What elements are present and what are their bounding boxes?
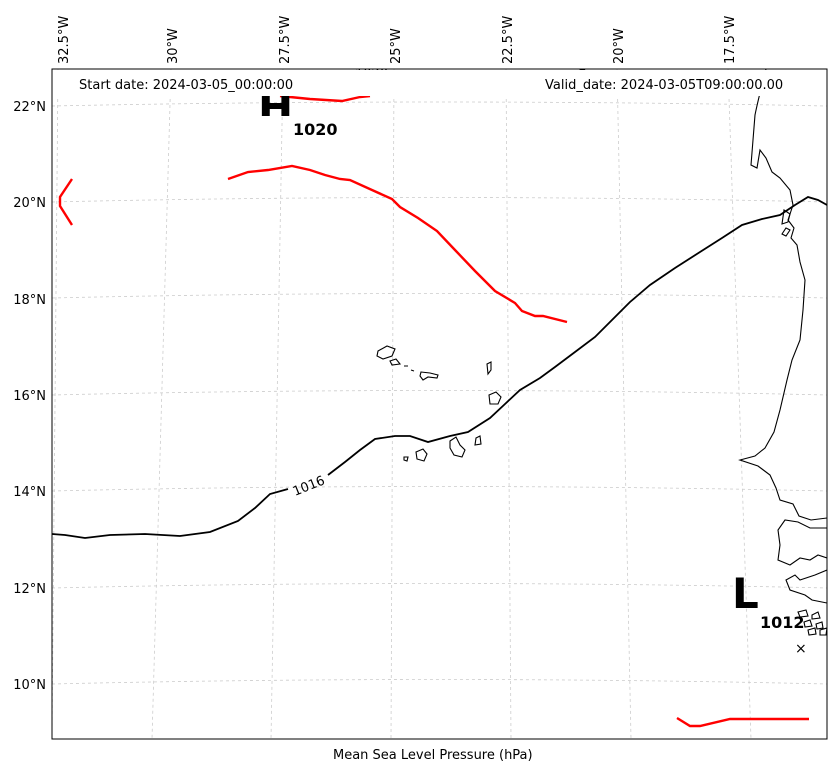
graticule xyxy=(52,69,827,739)
lat-label: 12°N xyxy=(13,582,46,597)
lon-label: 22.5°W xyxy=(501,16,516,64)
lon-label: 27.5°W xyxy=(278,16,293,64)
cape-verde-santiago xyxy=(449,436,466,458)
lat-label: 14°N xyxy=(13,485,46,500)
africa-coastline xyxy=(738,69,827,521)
low-center-marker-icon: × xyxy=(795,641,807,657)
low-pressure-center: L 1012 × xyxy=(732,569,807,657)
low-center-letter: L xyxy=(732,569,759,618)
lat-label: 22°N xyxy=(13,100,46,115)
bijagos-islands xyxy=(797,609,827,636)
lon-label: 32.5°W xyxy=(57,16,72,64)
parallel-20n xyxy=(52,197,827,203)
latitude-labels: 22°N 20°N 18°N 16°N 14°N 12°N 10°N xyxy=(13,100,46,693)
africa-coast-guinea xyxy=(785,569,827,604)
x-axis-title: Mean Sea Level Pressure (hPa) xyxy=(333,748,533,763)
highlight-isobar-top xyxy=(279,94,371,103)
highlight-isobars xyxy=(58,94,809,728)
contour-label-1016: 1016 xyxy=(291,473,327,499)
lat-label: 16°N xyxy=(13,389,46,404)
isobars xyxy=(52,69,827,539)
parallel-14n xyxy=(52,486,827,492)
meridian-30w xyxy=(151,69,172,739)
lat-label: 10°N xyxy=(13,678,46,693)
longitude-labels: 32.5°W 30°W 27.5°W 25°W 22.5°W 20°W 17.5… xyxy=(57,16,738,64)
lon-label: 30°W xyxy=(166,28,181,64)
cape-verde-sao-vicente xyxy=(389,358,402,366)
parallel-18n xyxy=(52,293,827,299)
meridian-27-5w xyxy=(270,69,284,739)
lon-label: 20°W xyxy=(612,28,627,64)
start-date: Start date: 2024-03-05_00:00:00 xyxy=(79,78,294,93)
coastlines xyxy=(376,69,827,636)
cape-verde-sao-nicolau xyxy=(419,371,439,381)
parallel-12n xyxy=(52,583,827,589)
high-center-letter: H xyxy=(258,83,293,132)
dakhla-peninsula xyxy=(781,209,791,237)
africa-coast-south xyxy=(777,519,827,566)
highlight-isobar-bottom xyxy=(676,716,809,728)
lat-label: 18°N xyxy=(13,293,46,308)
meridian-25w xyxy=(390,69,395,739)
low-center-value: 1012 xyxy=(760,613,805,632)
cape-verde-fogo xyxy=(415,448,428,462)
highlight-isobar-left xyxy=(58,178,74,226)
meridian-17-5w xyxy=(727,69,752,739)
cape-verde-sal xyxy=(486,361,492,376)
parallel-22n xyxy=(52,101,827,107)
isobar-1016 xyxy=(52,196,827,539)
meridian-32-5w xyxy=(52,69,59,739)
map-frame xyxy=(51,68,828,740)
cape-verde-santo-antao xyxy=(376,345,396,360)
header-band xyxy=(53,70,826,96)
valid-date: Valid_date: 2024-03-05T09:00:00.00 xyxy=(545,78,784,93)
lon-label: 25°W xyxy=(389,28,404,64)
parallel-10n xyxy=(52,679,827,685)
cape-verde-boa-vista xyxy=(488,391,502,405)
high-pressure-center: H 1020 xyxy=(258,83,338,139)
meridian-22-5w xyxy=(505,69,512,739)
meridian-20w xyxy=(616,69,632,739)
cape-verde-maio xyxy=(474,435,482,446)
lon-label: 17.5°W xyxy=(723,16,738,64)
parallel-16n xyxy=(52,390,827,396)
highlight-isobar-main xyxy=(227,164,568,324)
cape-verde-santa-luzia xyxy=(404,365,415,372)
high-center-value: 1020 xyxy=(293,120,338,139)
cape-verde-brava xyxy=(403,456,409,462)
lat-label: 20°N xyxy=(13,196,46,211)
